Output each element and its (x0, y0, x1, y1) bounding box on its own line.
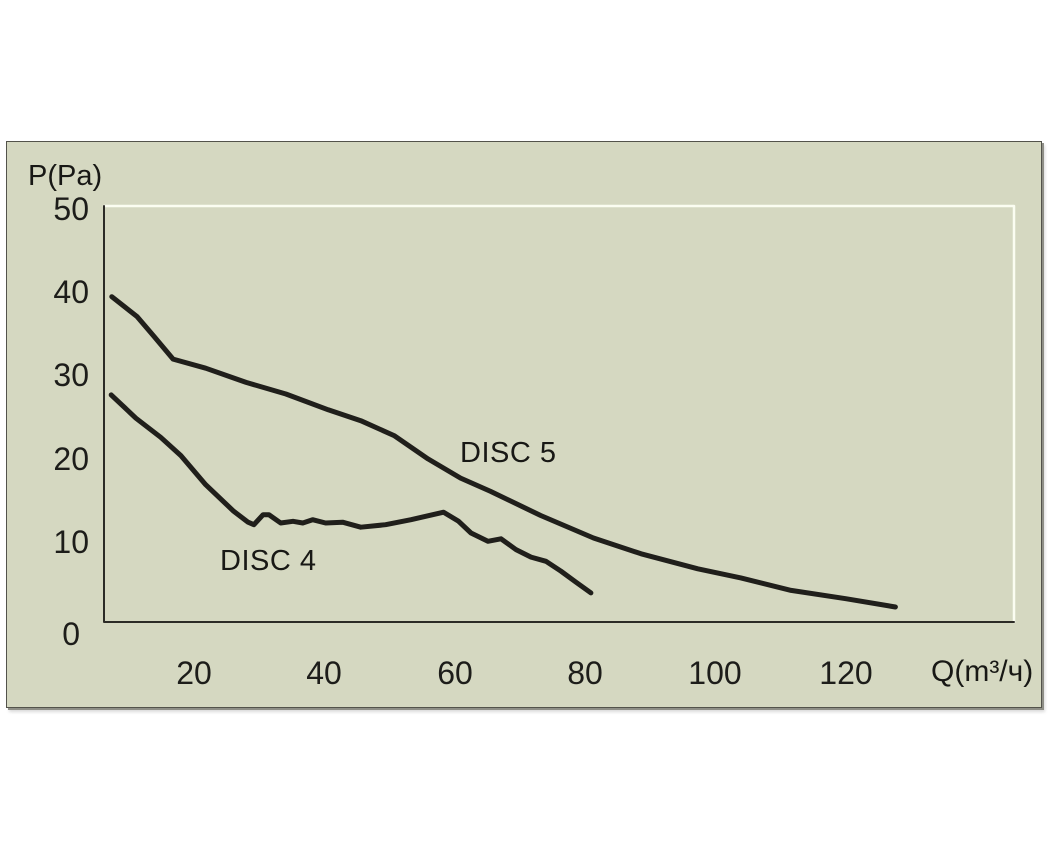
axis-lines (103, 205, 1015, 623)
x-tick-label: 100 (688, 655, 742, 691)
curve-label-disc-5: DISC 5 (460, 437, 557, 469)
x-tick-label: 120 (819, 655, 873, 691)
curve-disc-4 (108, 392, 594, 596)
curve-label-disc-4: DISC 4 (220, 545, 317, 577)
y-tick-label: 50 (53, 191, 89, 227)
chart-panel: P(Pa) Q(m³/ч) 0 10 20 30 40 50 20 40 60 80 100 120… (6, 141, 1042, 708)
x-tick-label: 20 (176, 655, 212, 691)
y-tick-label: 30 (53, 357, 89, 393)
x-tick-label: 40 (306, 655, 342, 691)
y-tick-label: 0 (62, 616, 80, 652)
plot-frame-highlight (102, 204, 1016, 624)
x-axis-title: Q(m³/ч) (931, 655, 1034, 688)
x-tick-label: 60 (437, 655, 473, 691)
curve-disc-5 (109, 294, 898, 610)
y-tick-label: 10 (53, 524, 89, 560)
y-tick-label: 20 (53, 441, 89, 477)
x-tick-label: 80 (567, 655, 603, 691)
y-tick-label: 40 (53, 274, 89, 310)
y-axis-title: P(Pa) (28, 160, 103, 192)
chart-plot (102, 204, 1016, 624)
